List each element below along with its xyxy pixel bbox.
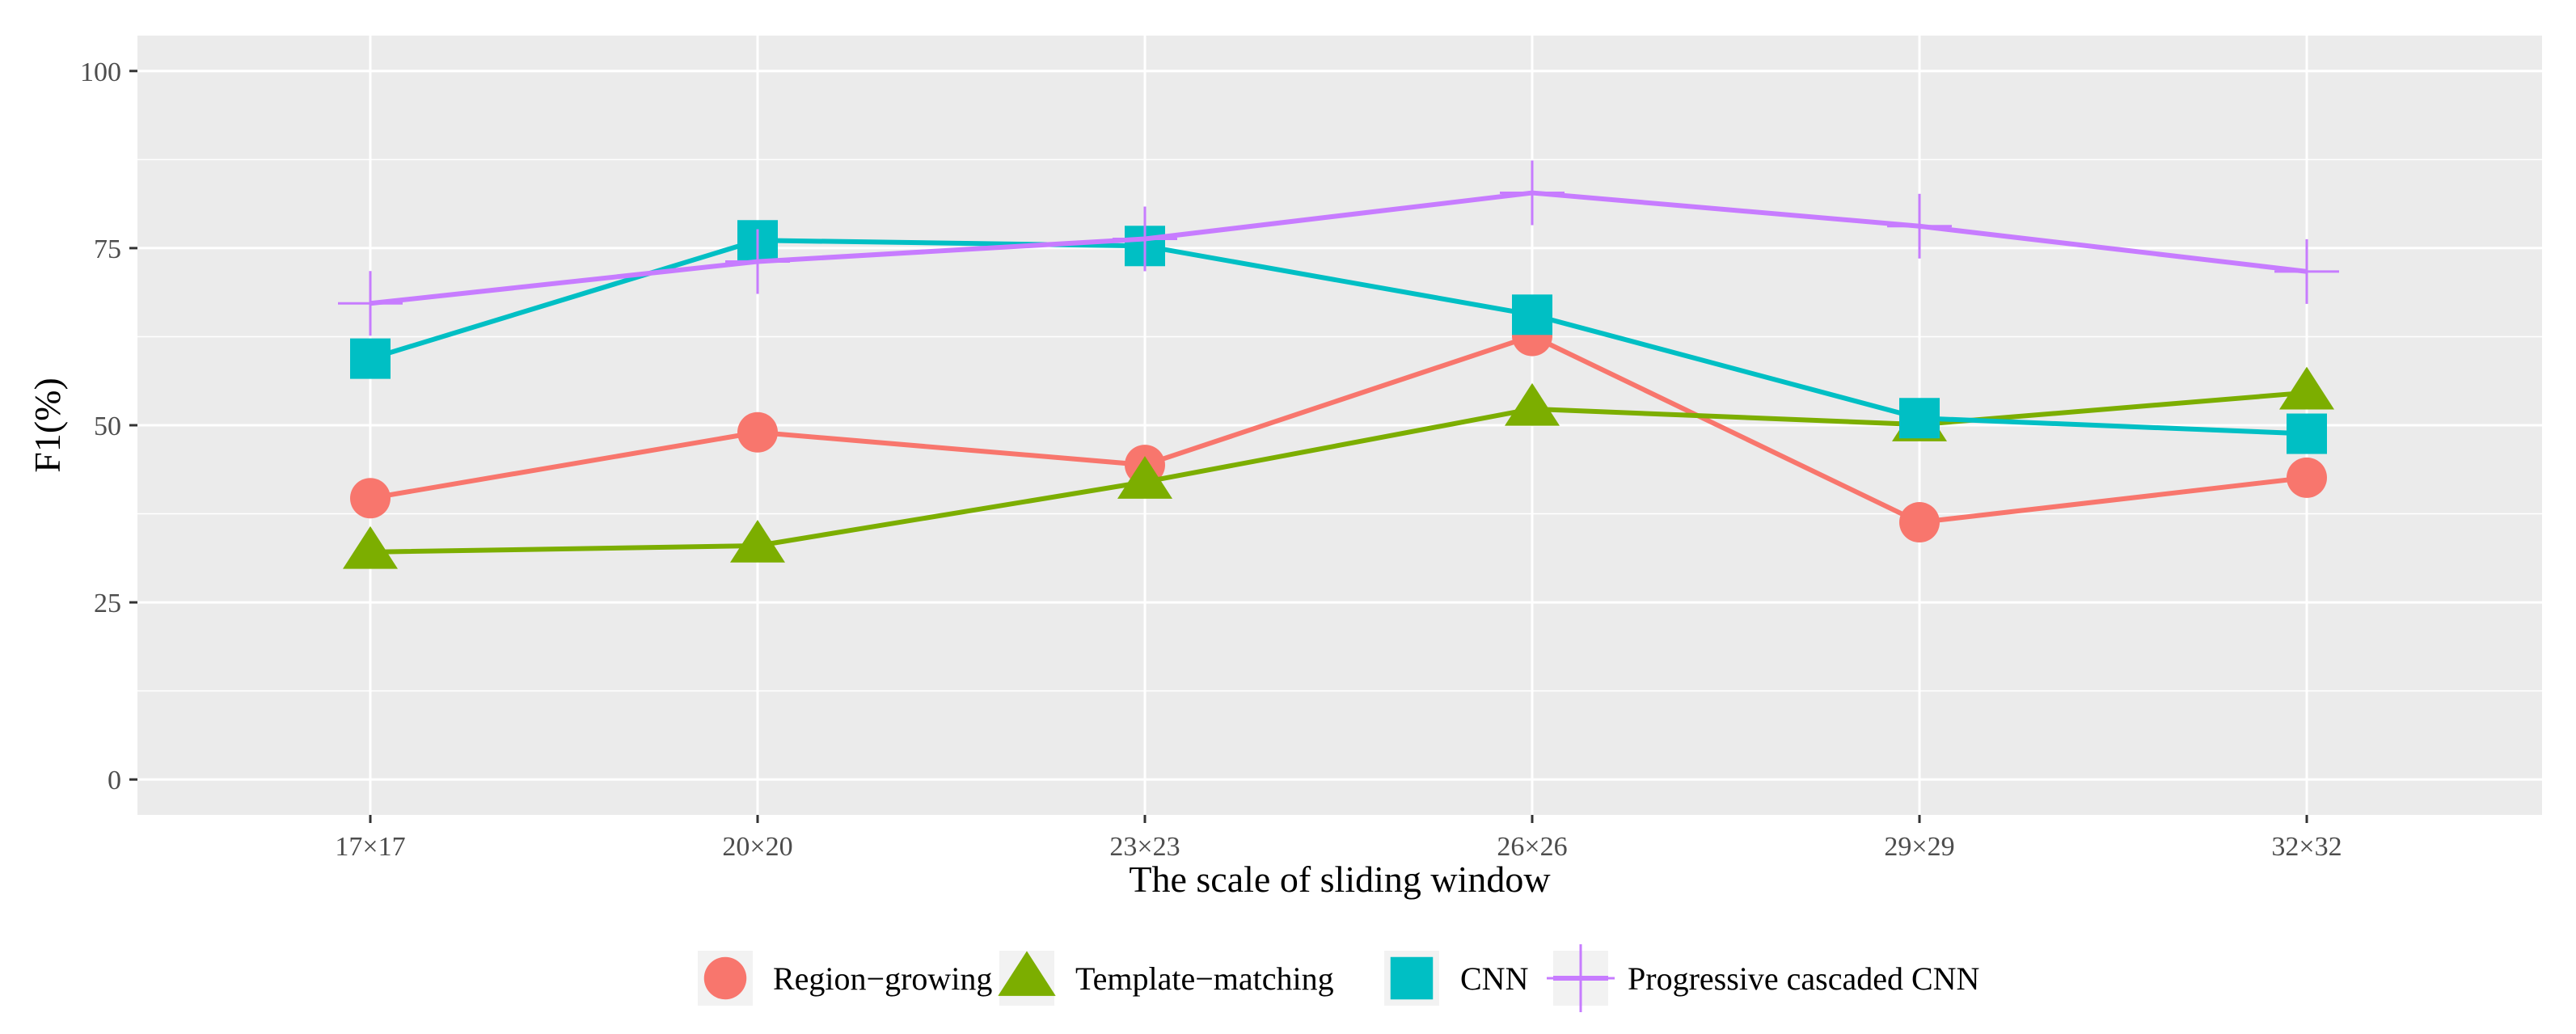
- data-point: [737, 411, 778, 453]
- legend-key-marker: [1390, 956, 1434, 1000]
- legend-key-marker: [998, 951, 1056, 996]
- x-tick-label: 26×26: [1497, 832, 1567, 862]
- series-line: [370, 333, 2308, 525]
- x-tick-label: 29×29: [1884, 832, 1954, 862]
- grid-minor: [137, 158, 2542, 692]
- data-point: [2287, 413, 2327, 454]
- y-tick-label: 0: [108, 766, 121, 796]
- y-tick-label: 75: [94, 234, 121, 264]
- legend-label: CNN: [1460, 960, 1528, 997]
- data-point: [2287, 457, 2327, 498]
- legend-label: Region−growing: [773, 960, 992, 997]
- x-tick-label: 20×20: [722, 832, 792, 862]
- series-line: [370, 190, 2308, 306]
- data-point: [1899, 502, 1940, 543]
- data-point: [1500, 160, 1565, 226]
- legend-key-marker: [1547, 944, 1615, 1012]
- x-tick-label: 32×32: [2271, 832, 2342, 862]
- y-tick-label: 50: [94, 411, 121, 441]
- legend-item: Region−growing: [698, 951, 992, 1006]
- data-point: [1887, 193, 1952, 259]
- series-line: [370, 238, 2308, 437]
- data-point: [1505, 382, 1560, 426]
- legend-label: Template−matching: [1075, 960, 1334, 997]
- series-layer: [338, 160, 2339, 569]
- data-point: [1117, 456, 1172, 499]
- y-tick-label: 25: [94, 589, 121, 618]
- x-axis-title: The scale of sliding window: [1129, 859, 1551, 900]
- legend: Region−growing Template−matching CNN Progre…: [698, 944, 1979, 1012]
- legend-label: Progressive cascaded CNN: [1628, 960, 1979, 997]
- legend-item: Template−matching: [998, 951, 1334, 1006]
- data-point: [350, 338, 391, 379]
- series-3: [338, 160, 2339, 336]
- data-point: [2274, 238, 2339, 304]
- x-tick-label: 23×23: [1109, 832, 1180, 862]
- legend-item: Progressive cascaded CNN: [1547, 944, 1979, 1012]
- data-point: [1899, 398, 1940, 439]
- data-point: [725, 229, 790, 294]
- data-point: [1512, 294, 1552, 336]
- legend-key-marker: [703, 956, 747, 1000]
- y-tick-label: 100: [80, 57, 121, 87]
- data-point: [343, 525, 398, 569]
- data-point: [730, 519, 785, 563]
- x-tick-label: 17×17: [335, 832, 405, 862]
- data-point: [2279, 366, 2334, 410]
- data-point: [1113, 206, 1177, 272]
- y-axis-title: F1(%): [27, 378, 68, 473]
- data-point: [338, 271, 403, 336]
- data-point: [350, 478, 391, 519]
- legend-item: CNN: [1384, 951, 1528, 1006]
- axes: 0 25 50 75 100 17×17 20×20 23×23 26×26 29×29 32×32: [80, 57, 2342, 862]
